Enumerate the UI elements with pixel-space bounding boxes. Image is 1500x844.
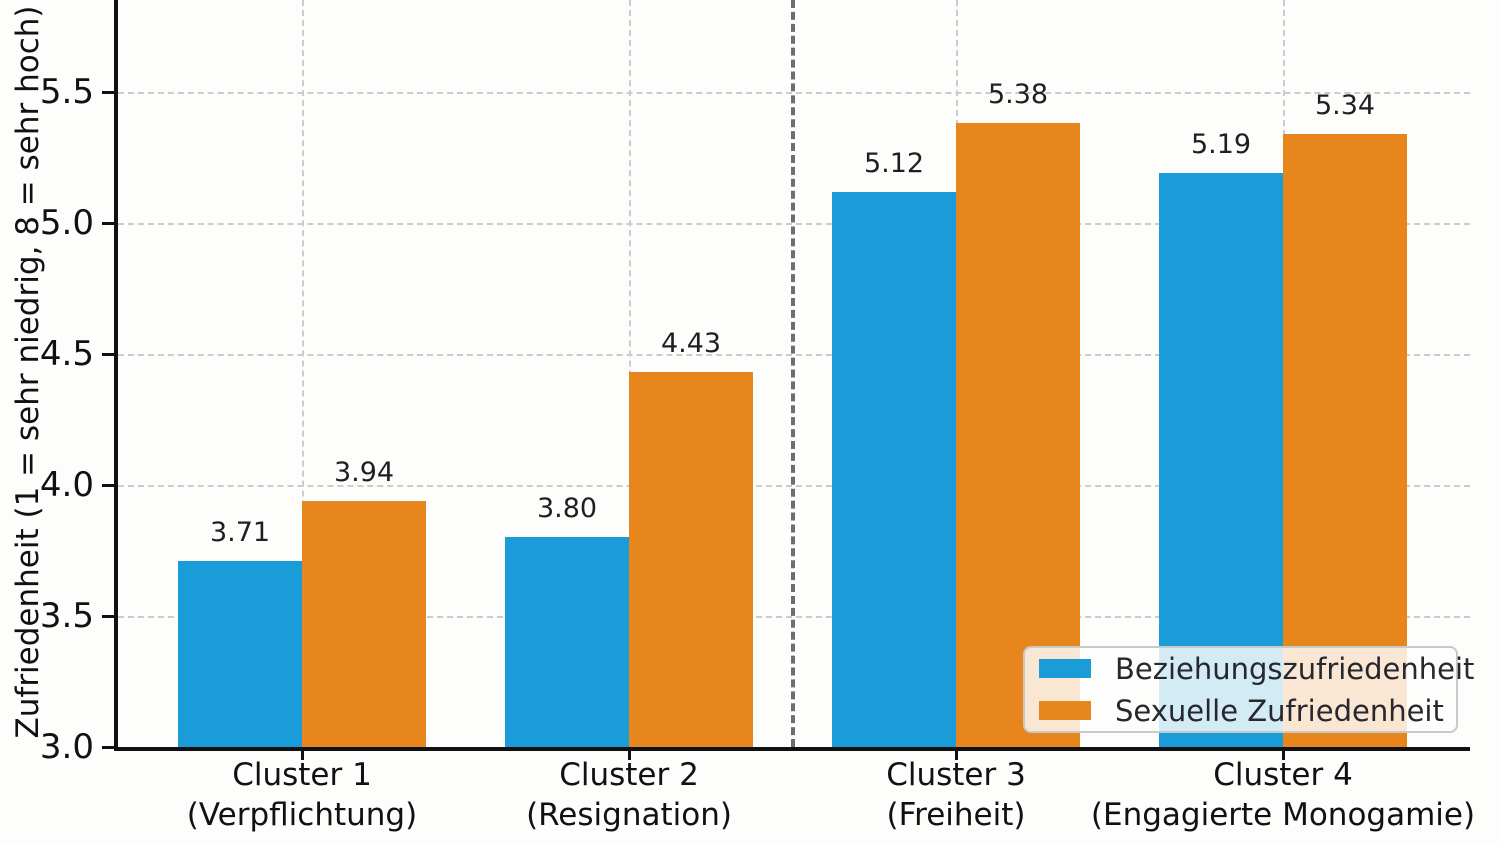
x-category-subtitle: (Freiheit) (886, 797, 1026, 833)
x-category-name: Cluster 3 (886, 757, 1026, 793)
legend-label-sexuelle-zufriedenheit: Sexuelle Zufriedenheit (1115, 693, 1444, 728)
x-tick-mark-cluster-2 (628, 751, 631, 760)
bar-value-sexuelle-zufriedenheit-cluster-1: 3.94 (333, 456, 395, 488)
bar-sexuelle-zufriedenheit-cluster-2 (629, 372, 753, 747)
bar-sexuelle-zufriedenheit-cluster-1 (302, 500, 426, 747)
x-category-label-cluster-4: Cluster 4 (Engagierte Monogamie) (1073, 755, 1493, 835)
bar-beziehungszufriedenheit-cluster-3 (832, 191, 956, 747)
x-category-label-cluster-1: Cluster 1 (Verpflichtung) (92, 755, 512, 835)
bar-value-beziehungszufriedenheit-cluster-2: 3.80 (536, 493, 598, 525)
x-category-name: Cluster 4 (1213, 757, 1353, 793)
y-tick-mark-3.5 (102, 615, 114, 618)
y-axis-spine (114, 0, 118, 751)
y-tick-label-3.0: 3.0 (39, 727, 94, 767)
group-separator-line (790, 0, 795, 747)
x-tick-mark-cluster-4 (1282, 751, 1285, 760)
bar-beziehungszufriedenheit-cluster-1 (178, 560, 302, 747)
x-category-subtitle: (Verpflichtung) (186, 797, 418, 833)
bar-sexuelle-zufriedenheit-cluster-4 (1283, 133, 1407, 747)
x-category-subtitle: (Resignation) (526, 797, 732, 833)
y-tick-label-3.5: 3.5 (39, 596, 94, 636)
y-tick-mark-5.0 (102, 222, 114, 225)
x-category-label-cluster-3: Cluster 3 (Freiheit) (746, 755, 1166, 835)
x-tick-mark-cluster-1 (301, 751, 304, 760)
legend: Beziehungszufriedenheit Sexuelle Zufried… (1023, 646, 1474, 733)
bar-value-beziehungszufriedenheit-cluster-1: 3.71 (209, 516, 271, 548)
y-tick-label-4.0: 4.0 (39, 465, 94, 505)
y-tick-mark-4.0 (102, 484, 114, 487)
x-axis-spine (114, 747, 1470, 751)
bar-value-beziehungszufriedenheit-cluster-4: 5.19 (1190, 129, 1252, 161)
bar-value-beziehungszufriedenheit-cluster-3: 5.12 (863, 147, 925, 179)
y-tick-label-5.0: 5.0 (39, 203, 94, 243)
x-category-label-cluster-2: Cluster 2 (Resignation) (419, 755, 839, 835)
x-category-subtitle: (Engagierte Monogamie) (1090, 797, 1476, 833)
legend-swatch-beziehungszufriedenheit-icon (1039, 659, 1091, 678)
x-tick-mark-cluster-3 (955, 751, 958, 760)
x-category-name: Cluster 2 (559, 757, 699, 793)
bar-sexuelle-zufriedenheit-cluster-3 (956, 123, 1080, 747)
y-tick-label-4.5: 4.5 (39, 334, 94, 374)
y-tick-label-5.5: 5.5 (39, 72, 94, 112)
x-category-name: Cluster 1 (232, 757, 372, 793)
y-tick-mark-4.5 (102, 353, 114, 356)
legend-label-beziehungszufriedenheit: Beziehungszufriedenheit (1115, 651, 1475, 686)
y-tick-mark-3.0 (102, 746, 114, 749)
bar-value-sexuelle-zufriedenheit-cluster-2: 4.43 (660, 328, 722, 360)
legend-swatch-sexuelle-zufriedenheit-icon (1039, 701, 1091, 720)
legend-item-beziehungszufriedenheit: Beziehungszufriedenheit (1039, 652, 1474, 686)
bar-value-sexuelle-zufriedenheit-cluster-3: 5.38 (987, 79, 1049, 111)
legend-item-sexuelle-zufriedenheit: Sexuelle Zufriedenheit (1039, 693, 1444, 728)
gridline-x-cluster-1 (302, 0, 304, 747)
bar-value-sexuelle-zufriedenheit-cluster-4: 5.34 (1314, 89, 1376, 121)
bar-beziehungszufriedenheit-cluster-2 (505, 537, 629, 747)
y-tick-mark-5.5 (102, 91, 114, 94)
